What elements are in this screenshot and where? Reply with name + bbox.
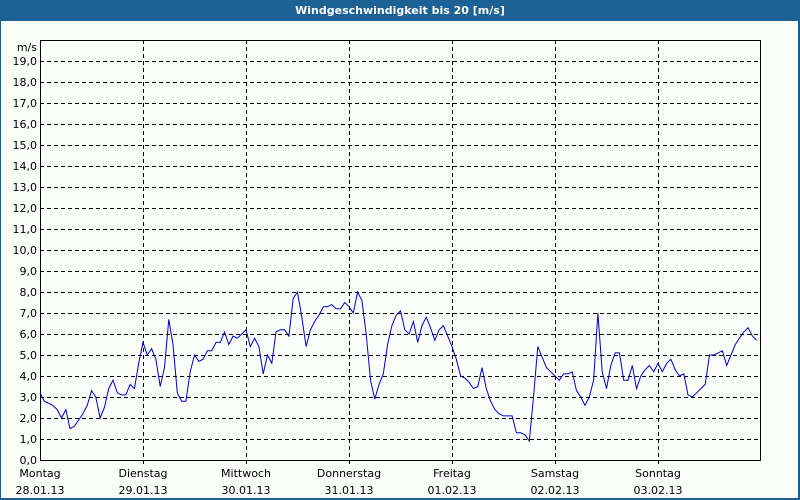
x-tick-day: Mittwoch xyxy=(221,467,271,480)
x-tick-day: Donnerstag xyxy=(317,467,381,480)
plot-area-frame xyxy=(40,40,761,461)
y-tick-label: 11,0 xyxy=(13,223,38,236)
y-tick-label: 8,0 xyxy=(20,286,38,299)
y-tick-label: 19,0 xyxy=(13,55,38,68)
y-tick-label: 16,0 xyxy=(13,118,38,131)
x-tick-day: Dienstag xyxy=(118,467,167,480)
x-tick-day: Montag xyxy=(19,467,60,480)
x-tick-date: 31.01.13 xyxy=(325,484,374,497)
x-tick-day: Freitag xyxy=(433,467,471,480)
x-tick-date: 30.01.13 xyxy=(222,484,271,497)
y-tick-label: 18,0 xyxy=(13,76,38,89)
x-tick-date: 28.01.13 xyxy=(16,484,65,497)
horizontal-gridlines xyxy=(40,61,760,440)
y-tick-label: 15,0 xyxy=(13,139,38,152)
wind-speed-line xyxy=(39,290,758,443)
x-tick-date: 03.02.13 xyxy=(634,484,683,497)
y-tick-label: 3,0 xyxy=(20,391,38,404)
x-tick-day: Sonntag xyxy=(635,467,681,480)
y-tick-label: 13,0 xyxy=(13,181,38,194)
x-tick-date: 29.01.13 xyxy=(119,484,168,497)
y-tick-label: 17,0 xyxy=(13,97,38,110)
y-tick-label: 2,0 xyxy=(20,412,38,425)
x-tick-day: Samstag xyxy=(531,467,579,480)
y-tick-label: 9,0 xyxy=(20,265,38,278)
y-tick-label: 4,0 xyxy=(20,370,38,383)
x-axis-labels: Montag 28.01.13 Dienstag 29.01.13 Mittwoch 30… xyxy=(16,467,683,497)
y-tick-label: 14,0 xyxy=(13,160,38,173)
vertical-gridlines xyxy=(143,40,659,465)
y-axis-labels: 0,0 1,0 2,0 3,0 4,0 5,0 6,0 7,0 8,0 9,0 10,0 11,0 12… xyxy=(13,55,38,467)
wind-speed-chart: 0,0 1,0 2,0 3,0 4,0 5,0 6,0 7,0 8,0 9,0 10,0 11,0 12… xyxy=(13,40,761,497)
window-title: Windgeschwindigkeit bis 20 [m/s] xyxy=(0,0,800,21)
x-tick-date: 02.02.13 xyxy=(531,484,580,497)
y-tick-label: 12,0 xyxy=(13,202,38,215)
y-tick-label: 0,0 xyxy=(20,454,38,467)
y-tick-label: 7,0 xyxy=(20,307,38,320)
chart-canvas: 0,0 1,0 2,0 3,0 4,0 5,0 6,0 7,0 8,0 9,0 10,0 11,0 12… xyxy=(1,21,798,498)
y-tick-label: 5,0 xyxy=(20,349,38,362)
y-tick-label: 1,0 xyxy=(20,433,38,446)
y-tick-label: 10,0 xyxy=(13,244,38,257)
y-axis-unit-label: m/s xyxy=(17,41,37,54)
x-tick-date: 01.02.13 xyxy=(428,484,477,497)
y-tick-label: 6,0 xyxy=(20,328,38,341)
